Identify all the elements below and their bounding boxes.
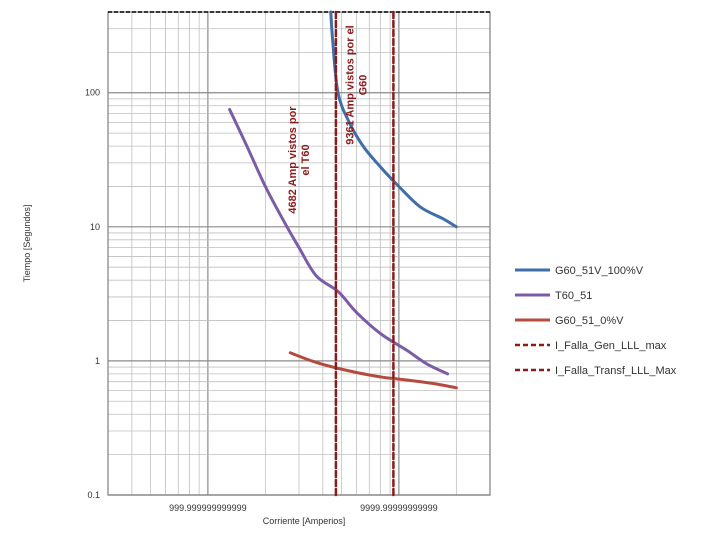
y-tick-label: 10 <box>90 222 100 232</box>
legend: G60_51V_100%V T60_51 G60_51_0%V I_Falla_Gen… <box>515 265 677 377</box>
y-axis-label: Tiempo [Segundos] <box>22 205 32 283</box>
legend-label-1: T60_51 <box>555 290 592 302</box>
y-tick-label: 100 <box>85 88 100 98</box>
legend-label-4: I_Falla_Transf_LLL_Max <box>555 365 677 377</box>
annotation-0: 4682 Amp vistos por el T60 <box>287 106 312 214</box>
annotation-line1: 9361 Amp vistos por el <box>344 25 356 144</box>
series-layer <box>228 10 458 497</box>
legend-label-0: G60_51V_100%V <box>555 265 644 277</box>
x-axis-label: Corriente [Amperios] <box>263 516 346 526</box>
y-tick-label: 0.1 <box>87 490 100 500</box>
annotation-line2: G60 <box>357 75 369 96</box>
grid <box>107 11 491 496</box>
series-line-2 <box>288 351 458 390</box>
x-tick-label: 9999.99999999999 <box>360 503 438 513</box>
x-tick-label: 999.999999999999 <box>169 503 247 513</box>
legend-label-3: I_Falla_Gen_LLL_max <box>555 340 667 352</box>
y-tick-label: 1 <box>95 356 100 366</box>
annotations: 4682 Amp vistos por el T60 9361 Amp vistos… <box>287 25 369 213</box>
tick-labels: 0.1 1 10 100 999.999999999999 9999.9999999999… <box>85 88 438 513</box>
legend-label-2: G60_51_0%V <box>555 315 624 327</box>
plot-frame <box>107 11 491 496</box>
series-line-1 <box>228 107 450 376</box>
annotation-line2: el T60 <box>300 144 312 175</box>
annotation-1: 9361 Amp vistos por el G60 <box>344 25 369 144</box>
annotation-line1: 4682 Amp vistos por <box>287 106 299 214</box>
